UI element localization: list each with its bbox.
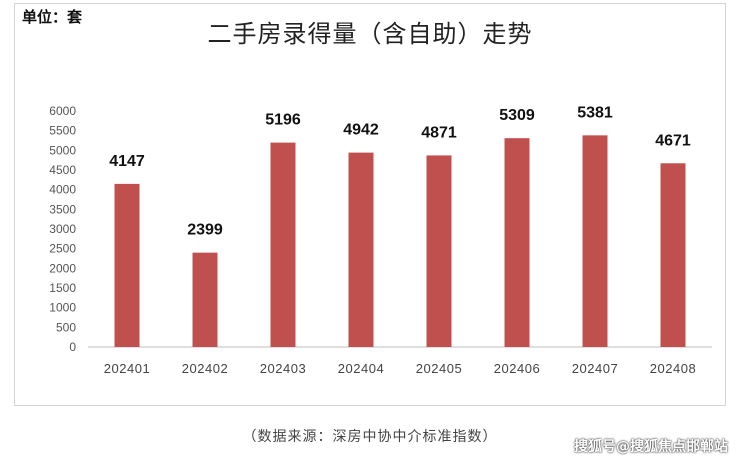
bar (660, 163, 686, 347)
bar (192, 252, 218, 347)
data-label: 5381 (577, 104, 613, 121)
data-label: 2399 (187, 222, 223, 239)
y-tick-label: 1000 (49, 301, 76, 315)
bar (582, 135, 608, 347)
data-label: 5196 (265, 112, 301, 129)
y-tick-label: 2000 (49, 261, 76, 275)
data-label: 4942 (343, 122, 379, 139)
x-tick-label: 202406 (494, 361, 540, 376)
chart-title: 二手房录得量（含自助）走势 (207, 20, 533, 48)
y-tick-label: 500 (56, 320, 76, 334)
x-tick-label: 202401 (104, 361, 150, 376)
bar (504, 138, 530, 347)
y-tick-label: 3500 (49, 202, 76, 216)
x-tick-label: 202404 (338, 361, 384, 376)
bar (348, 152, 374, 347)
bar (270, 142, 296, 347)
x-tick-label: 202403 (260, 361, 306, 376)
data-label: 4147 (109, 153, 145, 170)
y-tick-label: 3000 (49, 222, 76, 236)
y-tick-label: 1500 (49, 281, 76, 295)
x-tick-label: 202405 (416, 361, 462, 376)
y-tick-label: 4000 (49, 183, 76, 197)
data-label: 5309 (499, 107, 535, 124)
unit-label: 单位：套 (22, 8, 83, 26)
x-tick-label: 202407 (572, 361, 618, 376)
data-label: 4671 (655, 132, 691, 149)
bar (426, 155, 452, 347)
y-tick-label: 2500 (49, 242, 76, 256)
x-tick-label: 202402 (182, 361, 228, 376)
data-label: 4871 (421, 124, 457, 141)
y-tick-label: 5000 (49, 143, 76, 157)
source-note: （数据来源：深房中协中介标准指数） (242, 429, 498, 445)
y-tick-label: 5500 (49, 124, 76, 138)
y-tick-label: 4500 (49, 163, 76, 177)
bar (114, 183, 140, 347)
x-tick-label: 202408 (650, 361, 696, 376)
y-tick-label: 6000 (49, 104, 76, 118)
watermark: 搜狐号@搜狐焦点邯郸站 (574, 439, 728, 455)
y-tick-label: 0 (69, 340, 76, 354)
